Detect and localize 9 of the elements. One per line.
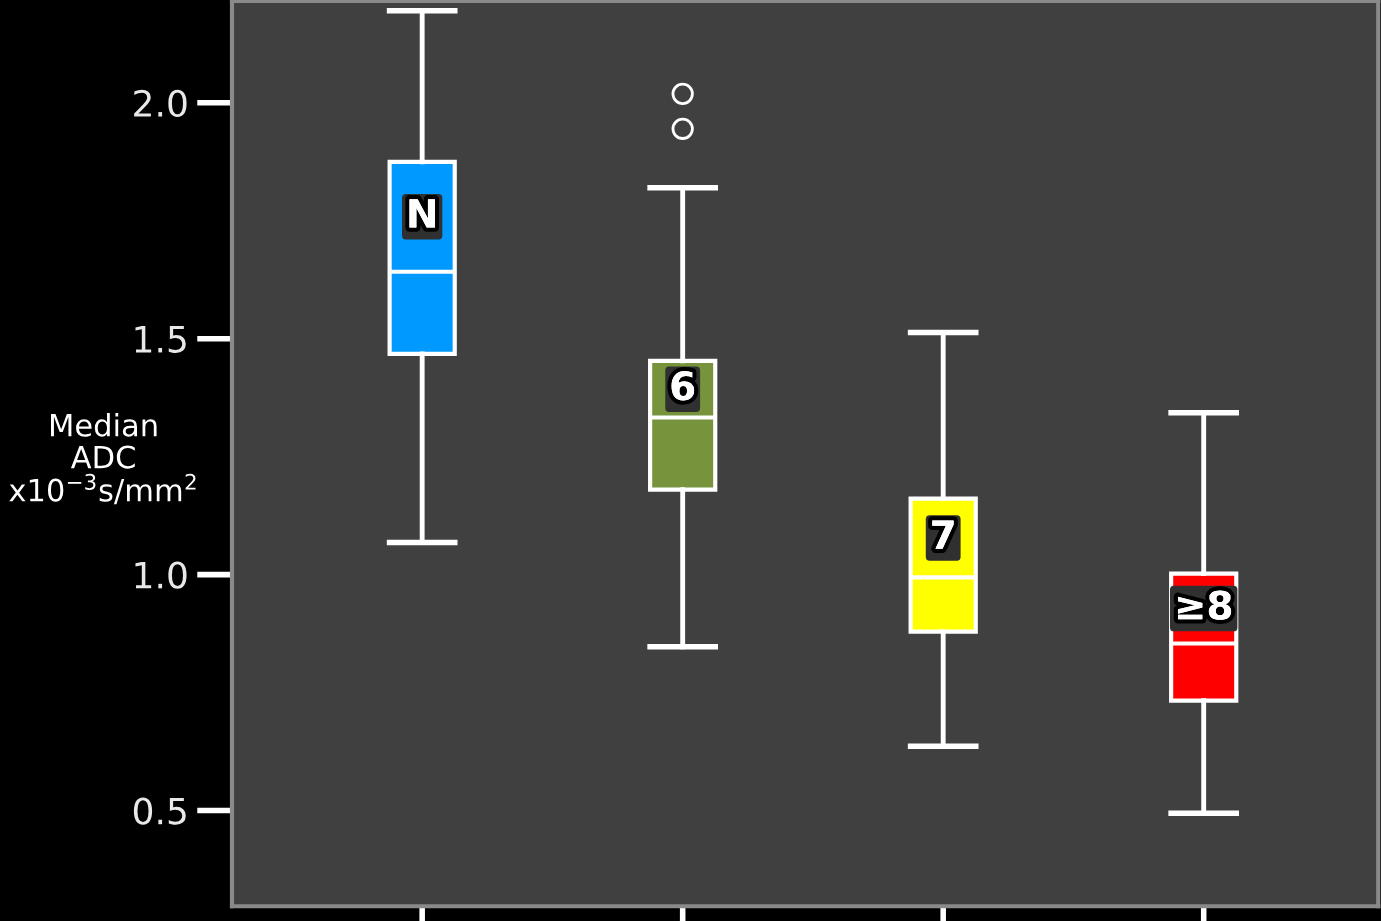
y-tick-label: 2.0 [134,89,187,118]
y-axis-title: Median ADC x10$^{−3}$s/mm$^{2}$ [9,413,196,505]
y-tick-label: 0.5 [133,797,186,825]
x-tick-label: 7 [932,520,954,549]
x-tick-label: N [409,199,435,228]
x-tick-label: 6 [671,371,695,401]
x-tick-label: ≥8 [1177,590,1232,620]
y-tick-label: 1.0 [135,561,187,589]
y-tick-label: 1.5 [135,326,186,353]
